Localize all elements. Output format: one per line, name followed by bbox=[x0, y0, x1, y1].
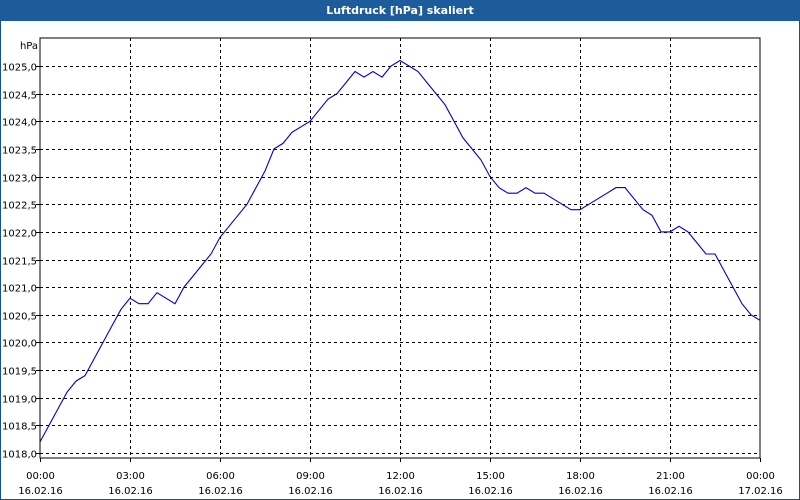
title-bar: Luftdruck [hPa] skaliert bbox=[0, 0, 800, 21]
x-tick-date: 17.02.16 bbox=[738, 486, 783, 497]
x-tick-time: 00:00 bbox=[26, 471, 55, 482]
pressure-line bbox=[39, 59, 761, 443]
x-tick-time: 06:00 bbox=[206, 471, 235, 482]
y-tick-label: 1018,0 bbox=[2, 450, 37, 461]
x-tick-date: 16.02.16 bbox=[108, 486, 153, 497]
chart-title: Luftdruck [hPa] skaliert bbox=[326, 4, 474, 17]
y-axis-label: hPa bbox=[20, 41, 38, 52]
y-tick-label: 1019,5 bbox=[2, 367, 37, 378]
y-tick-label: 1021,5 bbox=[2, 257, 37, 268]
x-tick-date: 16.02.16 bbox=[558, 486, 603, 497]
x-tick-time: 12:00 bbox=[386, 471, 415, 482]
x-tick-time: 18:00 bbox=[566, 471, 595, 482]
y-tick-label: 1019,0 bbox=[2, 395, 37, 406]
y-tick-label: 1023,0 bbox=[2, 174, 37, 185]
x-tick-time: 00:00 bbox=[746, 471, 775, 482]
y-tick-label: 1022,5 bbox=[2, 201, 37, 212]
x-tick-time: 03:00 bbox=[116, 471, 145, 482]
x-tick-date: 16.02.16 bbox=[468, 486, 513, 497]
y-tick-label: 1024,0 bbox=[2, 118, 37, 129]
x-tick-time: 09:00 bbox=[296, 471, 325, 482]
y-tick-label: 1020,5 bbox=[2, 312, 37, 323]
x-tick-date: 16.02.16 bbox=[198, 486, 243, 497]
y-tick-label: 1018,5 bbox=[2, 422, 37, 433]
x-tick-date: 16.02.16 bbox=[648, 486, 693, 497]
y-tick-label: 1025,0 bbox=[2, 63, 37, 74]
y-tick-label: 1022,0 bbox=[2, 229, 37, 240]
x-tick-time: 21:00 bbox=[656, 471, 685, 482]
x-tick-time: 15:00 bbox=[476, 471, 505, 482]
y-tick-label: 1023,5 bbox=[2, 146, 37, 157]
x-tick-date: 16.02.16 bbox=[288, 486, 333, 497]
y-tick-label: 1021,0 bbox=[2, 284, 37, 295]
x-tick-date: 16.02.16 bbox=[18, 486, 63, 497]
x-tick-date: 16.02.16 bbox=[378, 486, 423, 497]
y-tick-label: 1024,5 bbox=[2, 91, 37, 102]
y-tick-label: 1020,0 bbox=[2, 339, 37, 350]
